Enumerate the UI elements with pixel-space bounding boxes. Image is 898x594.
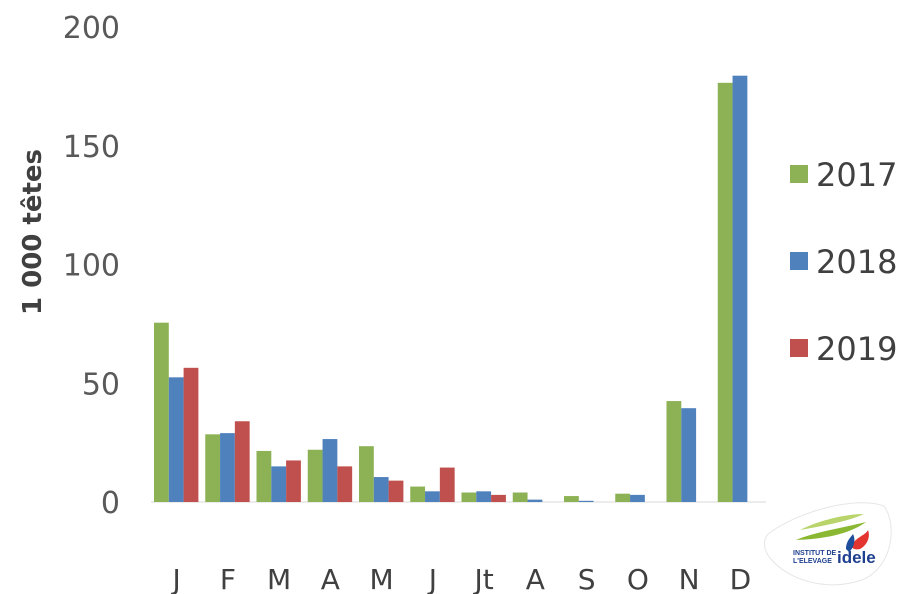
- legend-label-2017: 2017: [816, 156, 897, 194]
- y-tick-label: 200: [63, 11, 120, 46]
- logo-swoosh-green: [796, 522, 866, 540]
- bar-2018-d-12: [732, 75, 748, 502]
- category-label: N: [679, 563, 700, 594]
- logo-swoosh-light: [800, 514, 864, 530]
- legend-label-2018: 2018: [816, 243, 897, 281]
- bar-2017-a-4: [307, 449, 323, 502]
- bar-2017-m-3: [256, 450, 272, 502]
- bar-2017-d-12: [717, 82, 733, 502]
- legend-swatch-2019: [790, 339, 808, 357]
- bar-2018-a-8: [527, 499, 543, 503]
- bar-2019-a-4: [337, 466, 353, 503]
- category-label: J: [427, 563, 437, 594]
- category-label: J: [170, 563, 180, 594]
- bar-2018-m-5: [373, 477, 389, 502]
- y-tick-label: 0: [101, 486, 120, 521]
- bar-2019-j-1: [183, 367, 199, 502]
- bar-2018-m-3: [271, 466, 287, 503]
- bars: [154, 75, 748, 503]
- bar-2017-s-9: [564, 496, 579, 502]
- bar-2017-o-10: [615, 493, 631, 502]
- bar-2018-a-4: [322, 439, 338, 502]
- category-label: M: [267, 563, 291, 594]
- category-label: D: [730, 563, 752, 594]
- category-labels: J F M A M J Jt A S O N D: [170, 563, 751, 594]
- logo-flame-icon: [851, 530, 869, 550]
- logo-brand: idele: [837, 548, 876, 567]
- category-label: A: [526, 563, 545, 594]
- bar-2017-m-5: [359, 446, 374, 502]
- bar-2018-f-2: [220, 433, 235, 503]
- bar-2018-j-1: [168, 377, 184, 502]
- category-label: Jt: [473, 563, 494, 594]
- y-tick-label: 100: [63, 249, 120, 284]
- bar-2017-jt-7: [461, 492, 477, 502]
- bar-2018-s-9: [578, 500, 594, 502]
- bar-2017-j-1: [154, 322, 169, 502]
- logo-line1: INSTITUT DE: [793, 550, 836, 557]
- logo-badge-shape: [764, 502, 892, 586]
- bar-2019-m-3: [286, 460, 301, 502]
- bar-2017-j-6: [410, 486, 426, 502]
- bar-2018-n-11: [681, 408, 697, 502]
- legend-label-2019: 2019: [816, 330, 897, 368]
- bar-2017-f-2: [205, 434, 221, 502]
- category-label: S: [578, 563, 596, 594]
- bar-2018-jt-7: [476, 491, 492, 502]
- bar-2018-j-6: [425, 491, 440, 502]
- bar-2017-a-8: [512, 492, 528, 502]
- legend-swatch-2018: [790, 252, 808, 270]
- y-tick-labels: 0 50 100 150 200: [63, 11, 120, 521]
- bar-2018-o-10: [630, 494, 645, 503]
- category-label: F: [220, 563, 236, 594]
- bar-2019-f-2: [234, 421, 250, 502]
- y-tick-label: 50: [82, 367, 120, 402]
- idele-logo: INSTITUT DE L'ELEVAGE idele: [764, 502, 892, 586]
- category-label: M: [370, 563, 394, 594]
- y-tick-label: 150: [63, 130, 120, 165]
- legend-swatch-2017: [790, 165, 808, 183]
- category-label: A: [321, 563, 340, 594]
- bar-2019-jt-7: [491, 494, 506, 503]
- y-axis-label: 1 000 têtes: [18, 149, 48, 315]
- legend: 2017 2018 2019: [790, 156, 897, 368]
- logo-line2: L'ELEVAGE: [793, 558, 832, 565]
- category-label: O: [627, 563, 649, 594]
- bar-2017-n-11: [666, 401, 682, 502]
- logo-drop-icon: [846, 534, 855, 552]
- bar-2019-j-6: [439, 467, 455, 502]
- bar-2019-m-5: [388, 480, 404, 503]
